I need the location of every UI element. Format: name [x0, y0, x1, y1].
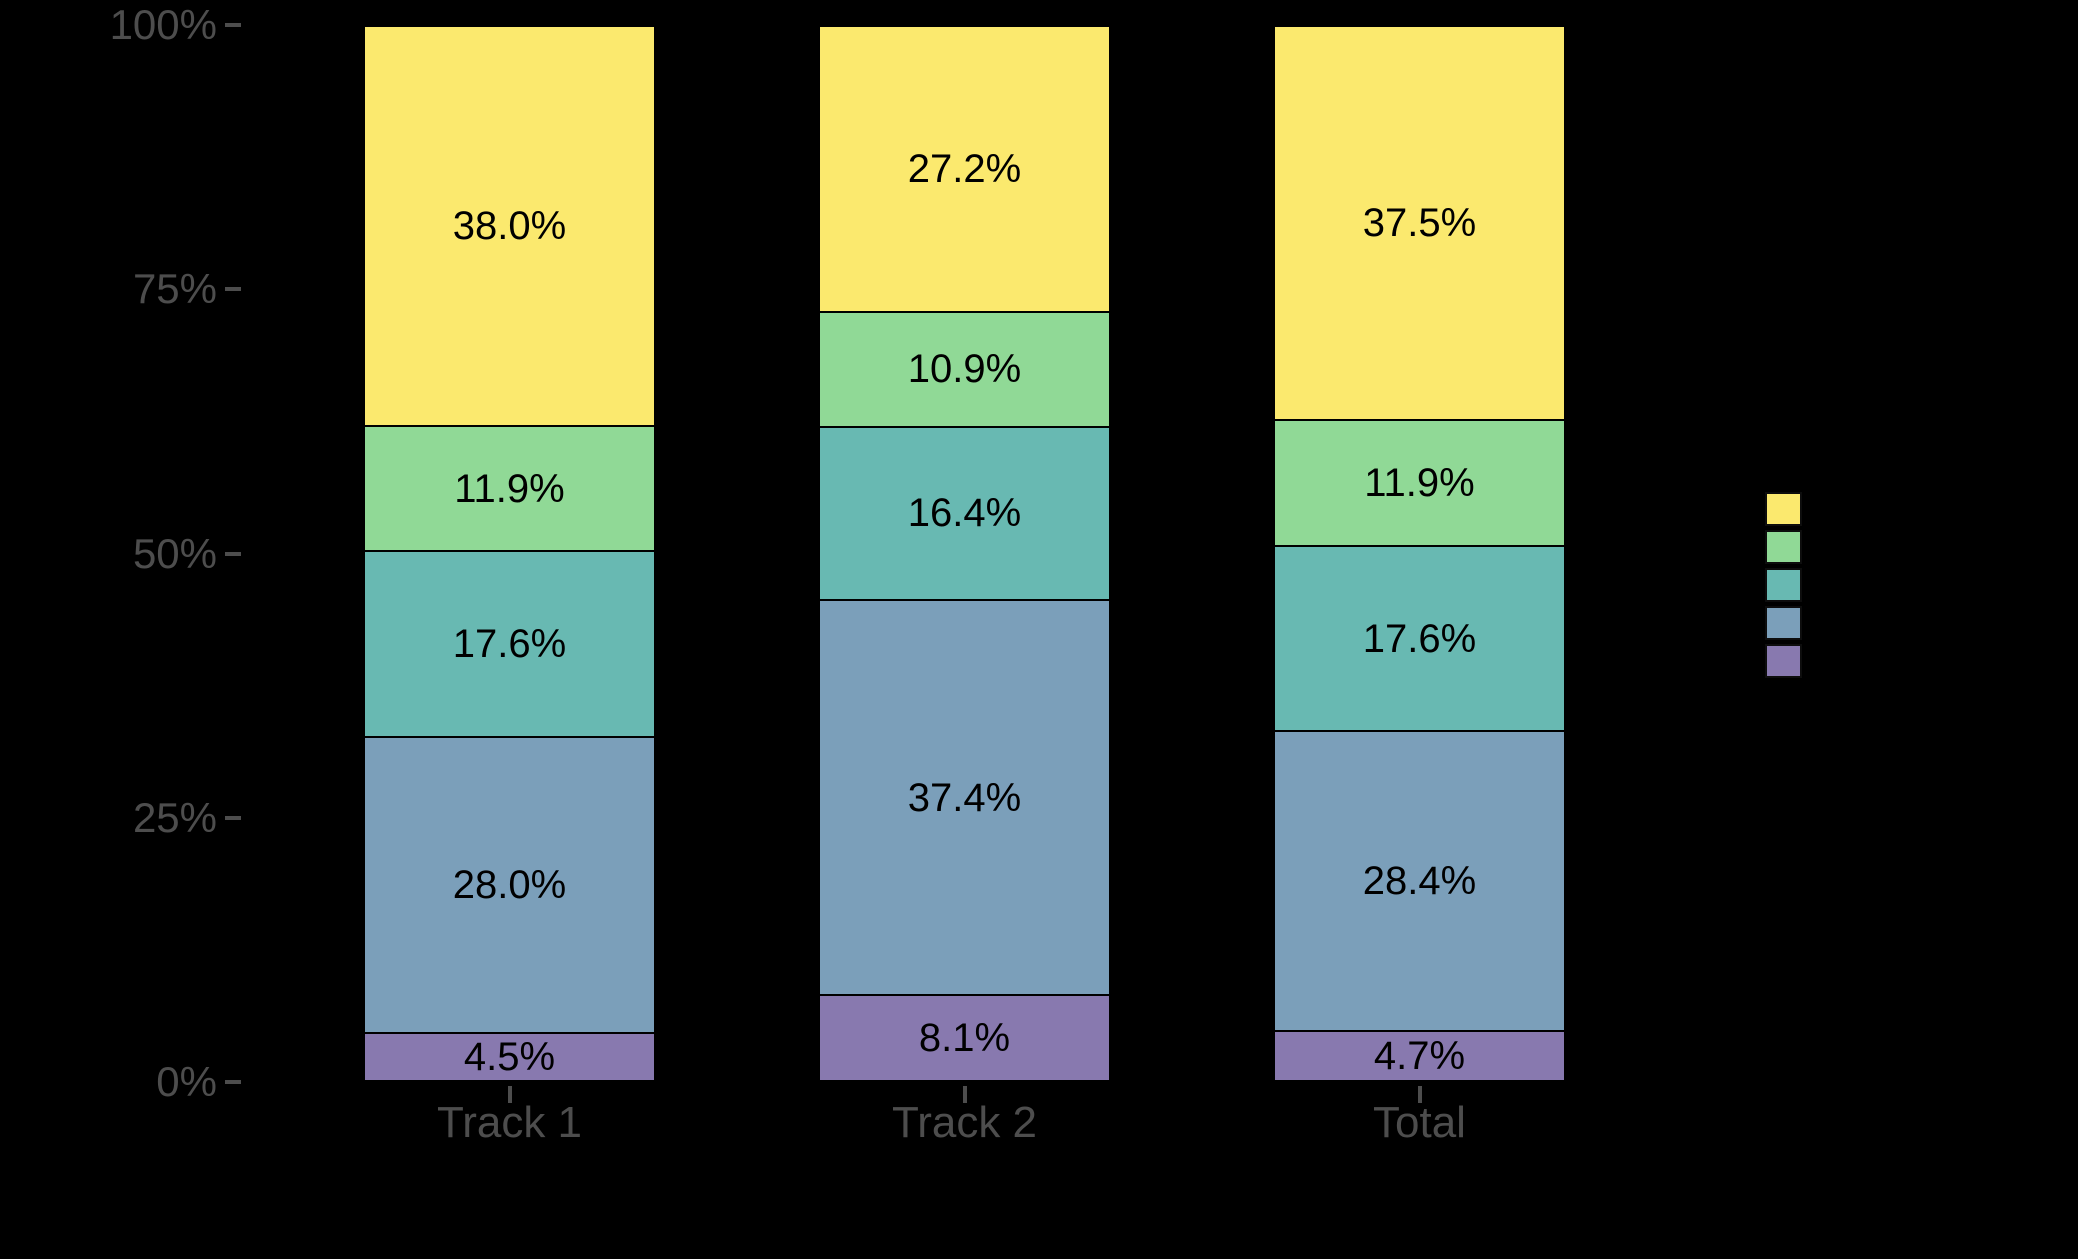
- bar-segment-purple: 4.7%: [1273, 1032, 1566, 1082]
- bar-segment-blue: 28.0%: [363, 738, 656, 1035]
- legend-swatch-purple: [1765, 644, 1802, 678]
- y-axis-tick-label: 50%: [132, 529, 217, 577]
- legend-swatch-teal: [1765, 568, 1802, 602]
- bar-segment-teal: 17.6%: [1273, 546, 1566, 733]
- segment-value-label: 11.9%: [1364, 460, 1475, 505]
- bar-segment-yellow: 27.2%: [818, 25, 1111, 313]
- legend-swatch-yellow: [1765, 492, 1802, 526]
- bar-track-1: 38.0% 11.9% 17.6% 28.0% 4.5%: [363, 25, 656, 1082]
- y-axis-tick-label: 25%: [132, 794, 217, 841]
- segment-value-label: 28.0%: [452, 863, 567, 908]
- segment-value-label: 10.9%: [907, 347, 1022, 392]
- y-axis-tick-label: 75%: [132, 265, 217, 312]
- x-axis-category-label: Track 1: [436, 1098, 583, 1147]
- y-axis-tick-mark: [225, 551, 241, 556]
- segment-value-label: 4.5%: [463, 1035, 556, 1080]
- segment-value-label: 4.7%: [1373, 1034, 1466, 1079]
- y-axis-tick-mark: [225, 1080, 241, 1084]
- x-axis-category-label: Track 2: [891, 1098, 1038, 1147]
- segment-value-label: 37.4%: [907, 775, 1022, 820]
- segment-value-label: 28.4%: [1362, 859, 1477, 904]
- segment-value-label: 38.0%: [452, 203, 567, 248]
- x-axis-tick-mark: [507, 1086, 512, 1103]
- legend-swatch-green: [1765, 530, 1802, 564]
- x-axis-tick-mark: [962, 1086, 967, 1103]
- y-axis-tick-label: 100%: [109, 1, 217, 48]
- segment-value-label: 16.4%: [907, 491, 1022, 536]
- segment-value-label: 17.6%: [1362, 616, 1477, 661]
- y-axis-tick-mark: [225, 287, 241, 291]
- segment-value-label: 17.6%: [452, 622, 567, 667]
- y-axis-tick-label: 0%: [156, 1058, 217, 1105]
- segment-value-label: 8.1%: [918, 1016, 1011, 1061]
- y-axis-tick-mark: [225, 816, 241, 820]
- x-axis-tick-mark: [1417, 1086, 1422, 1103]
- x-axis-category-label: Total: [1373, 1098, 1466, 1147]
- segment-value-label: 27.2%: [907, 146, 1022, 191]
- bar-segment-yellow: 37.5%: [1273, 25, 1566, 421]
- bar-segment-blue: 28.4%: [1273, 732, 1566, 1033]
- bar-segment-blue: 37.4%: [818, 601, 1111, 997]
- bar-segment-teal: 16.4%: [818, 427, 1111, 602]
- legend: [1765, 492, 1802, 682]
- y-axis-tick-mark: [225, 23, 241, 27]
- bar-track-2: 27.2% 10.9% 16.4% 37.4% 8.1%: [818, 25, 1111, 1082]
- segment-value-label: 11.9%: [454, 466, 565, 511]
- bar-segment-purple: 8.1%: [818, 996, 1111, 1082]
- bar-segment-yellow: 38.0%: [363, 25, 656, 427]
- legend-swatch-blue: [1765, 606, 1802, 640]
- bar-segment-purple: 4.5%: [363, 1034, 656, 1082]
- bar-segment-green: 11.9%: [1273, 420, 1566, 547]
- bar-total: 37.5% 11.9% 17.6% 28.4% 4.7%: [1273, 25, 1566, 1082]
- segment-value-label: 37.5%: [1362, 200, 1477, 245]
- bar-segment-teal: 17.6%: [363, 552, 656, 739]
- bar-segment-green: 11.9%: [363, 426, 656, 553]
- bar-segment-green: 10.9%: [818, 312, 1111, 428]
